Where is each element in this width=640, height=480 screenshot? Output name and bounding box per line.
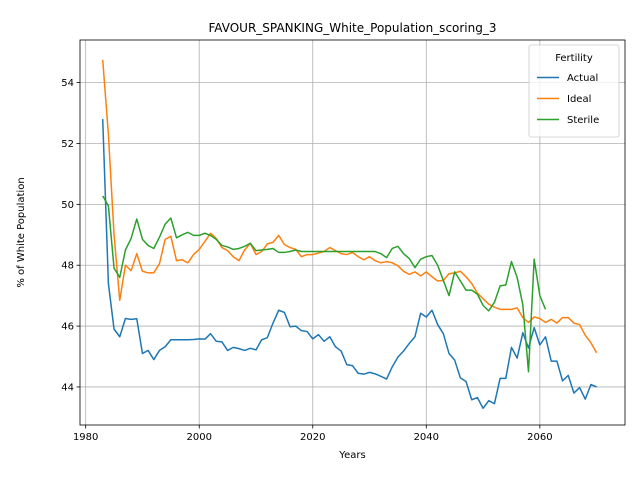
x-tick-label: 2060: [527, 432, 552, 443]
x-tick-label: 2020: [300, 432, 325, 443]
y-tick-label: 50: [61, 200, 74, 211]
axes-frame: [79, 39, 626, 426]
y-tick-label: 54: [61, 78, 74, 89]
legend: Fertility Actual Ideal Sterile: [528, 44, 620, 138]
x-tick-label: 2000: [186, 432, 211, 443]
y-axis-label: % of White Population: [16, 177, 27, 287]
legend-label-sterile: Sterile: [567, 115, 599, 126]
x-tick-label: 2040: [414, 432, 439, 443]
series-line-actual: [101, 119, 597, 410]
legend-box: [528, 44, 620, 138]
x-tick-label: 1980: [73, 432, 98, 443]
y-tick-label: 48: [61, 261, 74, 272]
x-axis-ticks: 1980 2000 2020 2040 2060: [73, 425, 553, 443]
y-tick-label: 46: [61, 322, 74, 333]
legend-label-ideal: Ideal: [567, 94, 591, 105]
legend-title: Fertility: [555, 53, 593, 64]
series-lines: [101, 59, 598, 410]
y-tick-label: 44: [61, 382, 74, 393]
legend-label-actual: Actual: [567, 73, 598, 84]
series-line-sterile: [102, 195, 547, 373]
x-axis-label: Years: [338, 450, 365, 461]
y-tick-label: 52: [61, 139, 74, 150]
y-axis-ticks: 44 46 48 50 52 54: [61, 78, 80, 393]
chart-title: FAVOUR_SPANKING_White_Population_scoring…: [208, 21, 496, 35]
series-line-ideal: [101, 59, 598, 354]
